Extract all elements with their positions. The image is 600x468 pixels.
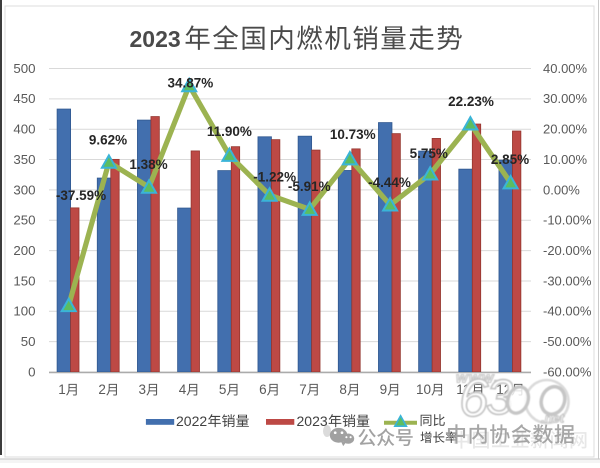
svg-text:250: 250 — [13, 213, 35, 228]
svg-text:-37.59%: -37.59% — [56, 188, 106, 203]
svg-text:2022: 2022 — [176, 413, 207, 429]
svg-text:-4.44%: -4.44% — [368, 175, 411, 190]
svg-text:6: 6 — [459, 369, 489, 428]
svg-text:0.00%: 0.00% — [543, 182, 580, 197]
svg-text:-60.00%: -60.00% — [543, 364, 592, 379]
svg-text:2: 2 — [98, 382, 106, 397]
svg-text:2023: 2023 — [297, 413, 328, 429]
svg-text:300: 300 — [13, 182, 35, 197]
svg-text:.net: .net — [541, 411, 565, 426]
svg-text:9.62%: 9.62% — [89, 132, 127, 147]
svg-text:10.73%: 10.73% — [330, 127, 376, 142]
svg-text:-30.00%: -30.00% — [543, 273, 592, 288]
svg-text:1.38%: 1.38% — [129, 157, 167, 172]
svg-text:50: 50 — [21, 334, 36, 349]
svg-text:150: 150 — [13, 273, 35, 288]
svg-text:-40.00%: -40.00% — [543, 304, 592, 319]
svg-text:10.00%: 10.00% — [543, 152, 588, 167]
svg-text:10: 10 — [416, 382, 431, 397]
svg-text:2.85%: 2.85% — [491, 152, 529, 167]
svg-text:350: 350 — [13, 152, 35, 167]
svg-text:3: 3 — [486, 371, 513, 425]
svg-text:8: 8 — [339, 382, 347, 397]
svg-text:400: 400 — [13, 122, 35, 137]
svg-text:5: 5 — [219, 382, 227, 397]
svg-text:6: 6 — [259, 382, 267, 397]
svg-text:11: 11 — [456, 382, 470, 397]
svg-text:500: 500 — [13, 61, 35, 76]
svg-text:1: 1 — [58, 382, 66, 397]
svg-text:22.23%: 22.23% — [448, 94, 494, 109]
svg-text:5.75%: 5.75% — [410, 146, 448, 161]
svg-text:4: 4 — [179, 382, 187, 397]
svg-text:11.90%: 11.90% — [207, 124, 252, 139]
svg-text:200: 200 — [13, 243, 35, 258]
svg-text:34.87%: 34.87% — [168, 76, 214, 91]
svg-text:-10.00%: -10.00% — [543, 213, 592, 228]
svg-text:450: 450 — [13, 91, 35, 106]
svg-text:2023: 2023 — [130, 26, 181, 52]
svg-text:3: 3 — [139, 382, 147, 397]
svg-text:www.: www. — [456, 370, 499, 387]
svg-text:-20.00%: -20.00% — [543, 243, 592, 258]
svg-text:7: 7 — [299, 382, 307, 397]
svg-text:-1.22%: -1.22% — [253, 170, 296, 185]
svg-text:30.00%: 30.00% — [543, 91, 588, 106]
svg-text:0: 0 — [28, 364, 35, 379]
svg-text:40.00%: 40.00% — [543, 61, 588, 76]
svg-text:-5.91%: -5.91% — [288, 179, 331, 194]
svg-text:-50.00%: -50.00% — [543, 334, 592, 349]
svg-text:20.00%: 20.00% — [543, 122, 588, 137]
svg-text:9: 9 — [380, 382, 388, 397]
svg-text:12: 12 — [496, 382, 511, 397]
svg-text:100: 100 — [13, 304, 35, 319]
